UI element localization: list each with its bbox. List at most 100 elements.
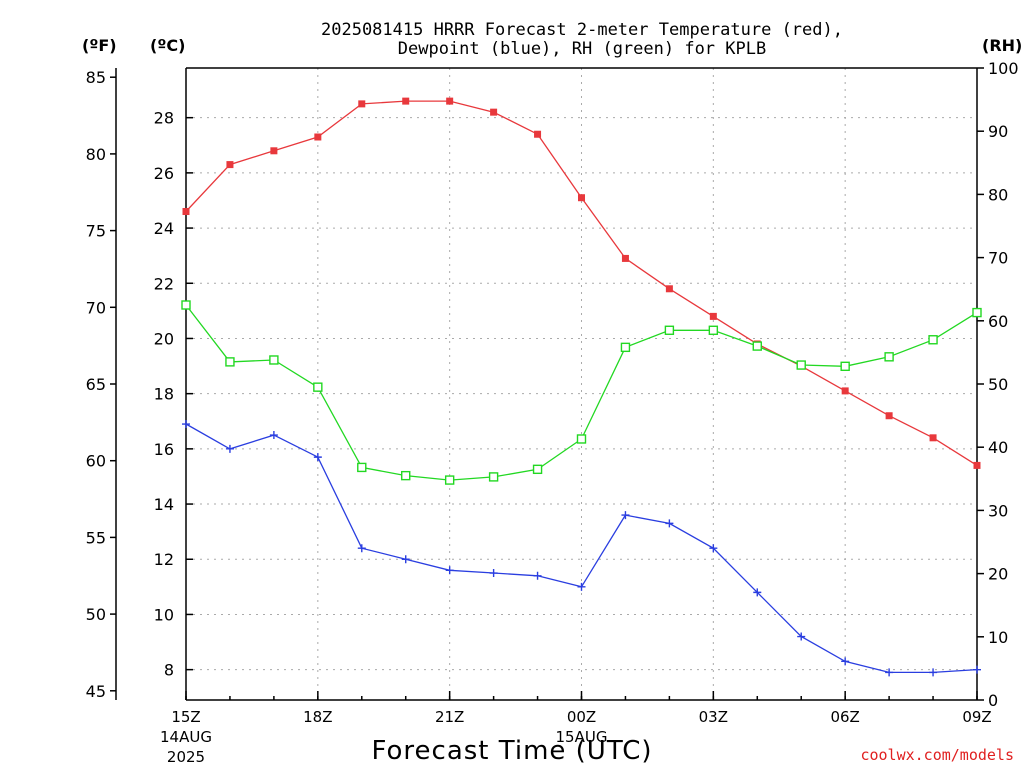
temperature-point xyxy=(490,108,498,116)
tick-labels: 8 10 12 14 16 18 20 22 24 26 28 45 50 55 60 65 70 75 80 85 0… xyxy=(86,59,1019,766)
rh-point xyxy=(884,352,894,362)
temperature-point xyxy=(182,208,190,216)
x-tick-label: 18Z xyxy=(303,708,332,726)
temperature-point xyxy=(446,97,454,105)
dewpoint-point xyxy=(357,544,366,553)
fahrenheit-tick-label: 45 xyxy=(86,682,106,701)
rh-tick-label: 20 xyxy=(988,565,1008,584)
dewpoint-point xyxy=(665,519,674,528)
rh-tick-label: 50 xyxy=(988,375,1008,394)
fahrenheit-tick-label: 65 xyxy=(86,375,106,394)
temperature-point xyxy=(314,133,322,141)
rh-point xyxy=(576,434,587,444)
rh-point xyxy=(181,300,191,310)
rh-tick-label: 70 xyxy=(988,249,1008,268)
x-tick-date: 15AUG xyxy=(556,728,608,746)
dewpoint-point xyxy=(182,420,190,429)
rh-point xyxy=(840,361,850,372)
dewpoint-series xyxy=(182,420,981,677)
dewpoint-point xyxy=(533,571,542,580)
dewpoint-point xyxy=(621,511,630,520)
chart-title-line-2: Dewpoint (blue), RH (green) for KPLB xyxy=(398,39,766,59)
rh-point xyxy=(752,341,762,351)
celsius-tick-label: 8 xyxy=(164,661,174,680)
rh-unit-label: (RH) xyxy=(982,36,1022,55)
x-tick-label: 03Z xyxy=(699,708,728,726)
rh-point xyxy=(444,475,455,485)
dewpoint-point xyxy=(269,431,278,440)
fahrenheit-tick-label: 75 xyxy=(86,222,106,241)
x-tick-label: 15Z xyxy=(171,708,200,726)
celsius-tick-label: 16 xyxy=(154,440,174,459)
dewpoint-point xyxy=(885,668,894,677)
rh-point xyxy=(401,470,411,481)
rh-point xyxy=(708,325,719,335)
rh-point xyxy=(313,382,323,392)
fahrenheit-unit-label: (ºF) xyxy=(82,36,117,55)
x-tick-label: 06Z xyxy=(830,708,859,726)
rh-tick-label: 0 xyxy=(988,691,998,710)
rh-tick-label: 40 xyxy=(988,438,1008,457)
celsius-tick-label: 20 xyxy=(154,329,174,348)
fahrenheit-tick-label: 55 xyxy=(86,528,106,547)
dewpoint-point xyxy=(401,555,410,564)
rh-point xyxy=(796,360,806,370)
rh-point xyxy=(225,357,235,367)
dewpoint-point xyxy=(973,665,981,674)
rh-point xyxy=(972,307,982,318)
dewpoint-point xyxy=(841,657,850,666)
temperature-point xyxy=(226,161,234,169)
x-tick-label: 09Z xyxy=(962,708,991,726)
dewpoint-point xyxy=(709,544,718,553)
rh-point xyxy=(928,335,938,345)
dewpoint-point xyxy=(489,569,498,578)
fahrenheit-tick-label: 50 xyxy=(86,605,106,624)
data-series xyxy=(181,97,982,677)
fahrenheit-tick-label: 85 xyxy=(86,68,106,87)
rh-point xyxy=(620,342,631,353)
dewpoint-point xyxy=(445,566,454,575)
celsius-unit-label: (ºC) xyxy=(150,36,185,55)
rh-tick-label: 100 xyxy=(988,59,1019,78)
temperature-point xyxy=(270,147,278,155)
x-tick-date: 14AUG xyxy=(160,728,212,746)
dewpoint-point xyxy=(753,588,762,597)
celsius-tick-label: 24 xyxy=(154,219,174,238)
celsius-tick-label: 26 xyxy=(154,164,174,183)
x-tick-label: 21Z xyxy=(435,708,464,726)
celsius-tick-label: 12 xyxy=(154,550,174,569)
rh-point xyxy=(269,355,279,365)
rh-tick-label: 60 xyxy=(988,312,1008,331)
celsius-tick-label: 18 xyxy=(154,385,174,404)
temperature-point xyxy=(841,387,849,395)
axes xyxy=(115,67,978,701)
temperature-point xyxy=(534,130,542,138)
dewpoint-point xyxy=(577,582,586,591)
rh-tick-label: 30 xyxy=(988,501,1008,520)
temperature-point xyxy=(929,434,937,442)
dewpoint-point xyxy=(797,632,806,641)
celsius-tick-label: 22 xyxy=(154,274,174,293)
rh-point xyxy=(532,464,543,475)
rh-point xyxy=(664,325,675,335)
celsius-tick-label: 10 xyxy=(154,605,174,624)
temperature-point xyxy=(578,194,585,202)
temperature-point xyxy=(973,461,981,469)
rh-tick-label: 80 xyxy=(988,185,1008,204)
temperature-point xyxy=(709,312,717,320)
rh-tick-label: 10 xyxy=(988,628,1008,647)
rh-series xyxy=(181,300,982,485)
rh-point xyxy=(357,462,367,473)
fahrenheit-tick-label: 70 xyxy=(86,298,106,317)
temperature-point xyxy=(402,97,410,105)
credit-text: coolwx.com/models xyxy=(860,746,1014,764)
dewpoint-point xyxy=(313,453,322,462)
x-tick-year: 2025 xyxy=(167,748,205,766)
celsius-tick-label: 28 xyxy=(154,109,174,128)
fahrenheit-tick-label: 80 xyxy=(86,145,106,164)
temperature-point xyxy=(885,412,893,420)
grid-lines xyxy=(186,68,977,700)
temperature-point xyxy=(358,100,366,108)
dewpoint-point xyxy=(225,444,234,453)
